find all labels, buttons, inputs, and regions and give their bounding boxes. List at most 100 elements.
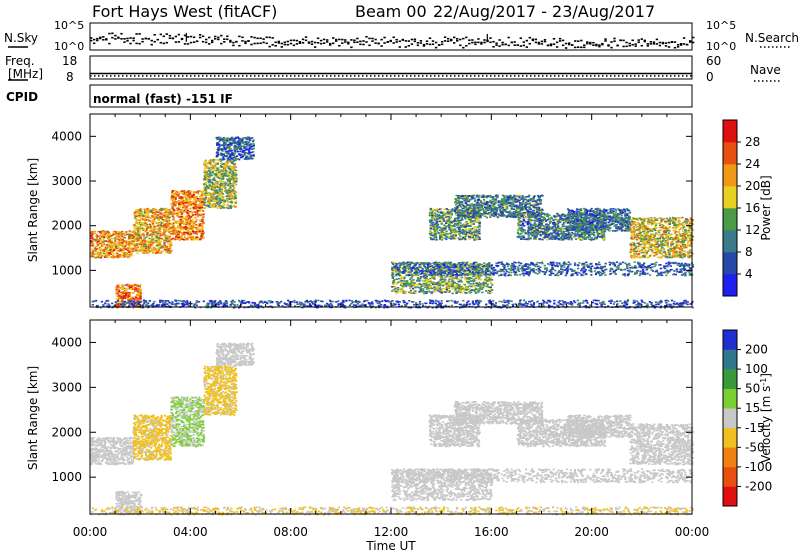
echo-cell [99,256,102,259]
echo-cell [164,233,167,236]
echo-cell [190,190,193,192]
echo-cell [162,208,165,210]
echo-cell [185,219,188,221]
echo-cell [246,158,249,161]
echo-cell [491,279,494,281]
echo-cell [482,286,485,289]
echo-cell [230,136,233,139]
echo-cell [487,292,490,294]
echo-cell [435,282,438,284]
echo-cell [130,243,134,245]
echo-cell [155,235,159,237]
echo-cell [216,176,219,178]
echo-cell [157,247,160,250]
echo-cell [221,197,224,200]
echo-cell [234,142,237,145]
echo-cell [207,205,210,208]
echo-cell [124,244,127,247]
echo-cell [485,285,488,288]
echo-cell [193,217,196,219]
noise-point [253,42,256,45]
echo-cell [223,174,226,177]
noise-point [374,42,377,44]
noise-point [462,37,465,40]
echo-cell [150,243,153,246]
echo-cell [95,233,98,236]
echo-cell [252,144,255,146]
echo-cell [99,235,102,237]
echo-cell [205,185,209,187]
echo-cell [439,288,442,291]
echo-cell [466,231,469,233]
echo-cell [478,228,481,231]
echo-cell [222,204,226,207]
echo-cell [217,138,220,140]
echo-cell [430,285,433,288]
noise-point [456,38,459,40]
echo-cell [147,216,150,218]
noise-point [186,36,190,38]
echo-cell [444,222,448,224]
echo-cell [135,233,138,235]
echo-cell [404,292,407,295]
echo-cell [172,208,175,211]
echo-cell [149,223,152,226]
echo-cell [449,211,452,214]
echo-cell [218,188,221,190]
echo-cell [450,209,454,211]
echo-cell [232,196,235,198]
echo-cell [224,155,227,157]
echo-cell [134,222,137,225]
echo-cell [214,205,217,208]
echo-cell [130,251,133,254]
echo-cell [200,228,203,231]
noise-point [332,37,335,39]
echo-cell [219,184,222,187]
noise-point [398,40,401,43]
noise-point [561,44,565,47]
echo-cell [222,180,225,183]
echo-cell [119,231,123,233]
echo-cell [123,245,127,248]
echo-cell [94,256,97,259]
echo-cell [195,219,198,221]
echo-cell [93,256,96,258]
echo-cell [220,144,223,146]
echo-cell [144,221,147,223]
echo-cell [153,209,156,212]
echo-cell [395,264,398,267]
echo-cell [186,207,189,210]
echo-cell [464,288,467,291]
echo-cell [475,238,479,240]
echo-cell [424,285,427,288]
noise-point [226,38,229,41]
echo-cell [181,226,184,229]
echo-cell [467,285,471,288]
echo-cell [204,185,207,187]
noise-point [129,37,132,39]
echo-cell [392,273,395,276]
echo-cell [474,229,477,231]
echo-cell [223,139,226,141]
echo-cell [93,240,96,242]
echo-cell [116,238,119,240]
echo-cell [170,227,173,229]
noise-point [126,40,129,42]
echo-cell [144,225,147,227]
echo-cell [128,287,131,290]
echo-cell [397,281,400,284]
echo-cell [225,182,228,184]
echo-cell [203,171,206,173]
echo-cell [430,238,433,240]
echo-cell [183,191,186,194]
echo-cell [433,267,436,270]
echo-cell [228,198,231,200]
echo-cell [132,237,135,239]
echo-cell [186,221,189,223]
echo-cell [144,230,147,233]
echo-cell [125,293,128,295]
noise-point [295,43,299,45]
noise-point [571,44,574,46]
echo-cell [445,238,448,241]
noise-point [316,37,320,40]
